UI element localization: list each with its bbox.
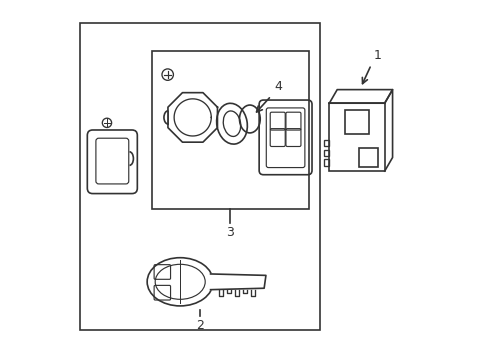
Bar (324, 159, 328, 166)
Bar (345, 111, 368, 134)
Bar (324, 140, 328, 147)
Text: 1: 1 (373, 49, 381, 62)
Text: 2: 2 (196, 319, 203, 332)
Text: 3: 3 (226, 226, 234, 239)
Bar (358, 148, 378, 167)
Text: 4: 4 (274, 80, 282, 93)
Bar (80, 23, 319, 330)
Bar (151, 51, 308, 208)
Bar (328, 103, 384, 171)
Polygon shape (210, 274, 265, 290)
Bar (324, 150, 328, 156)
